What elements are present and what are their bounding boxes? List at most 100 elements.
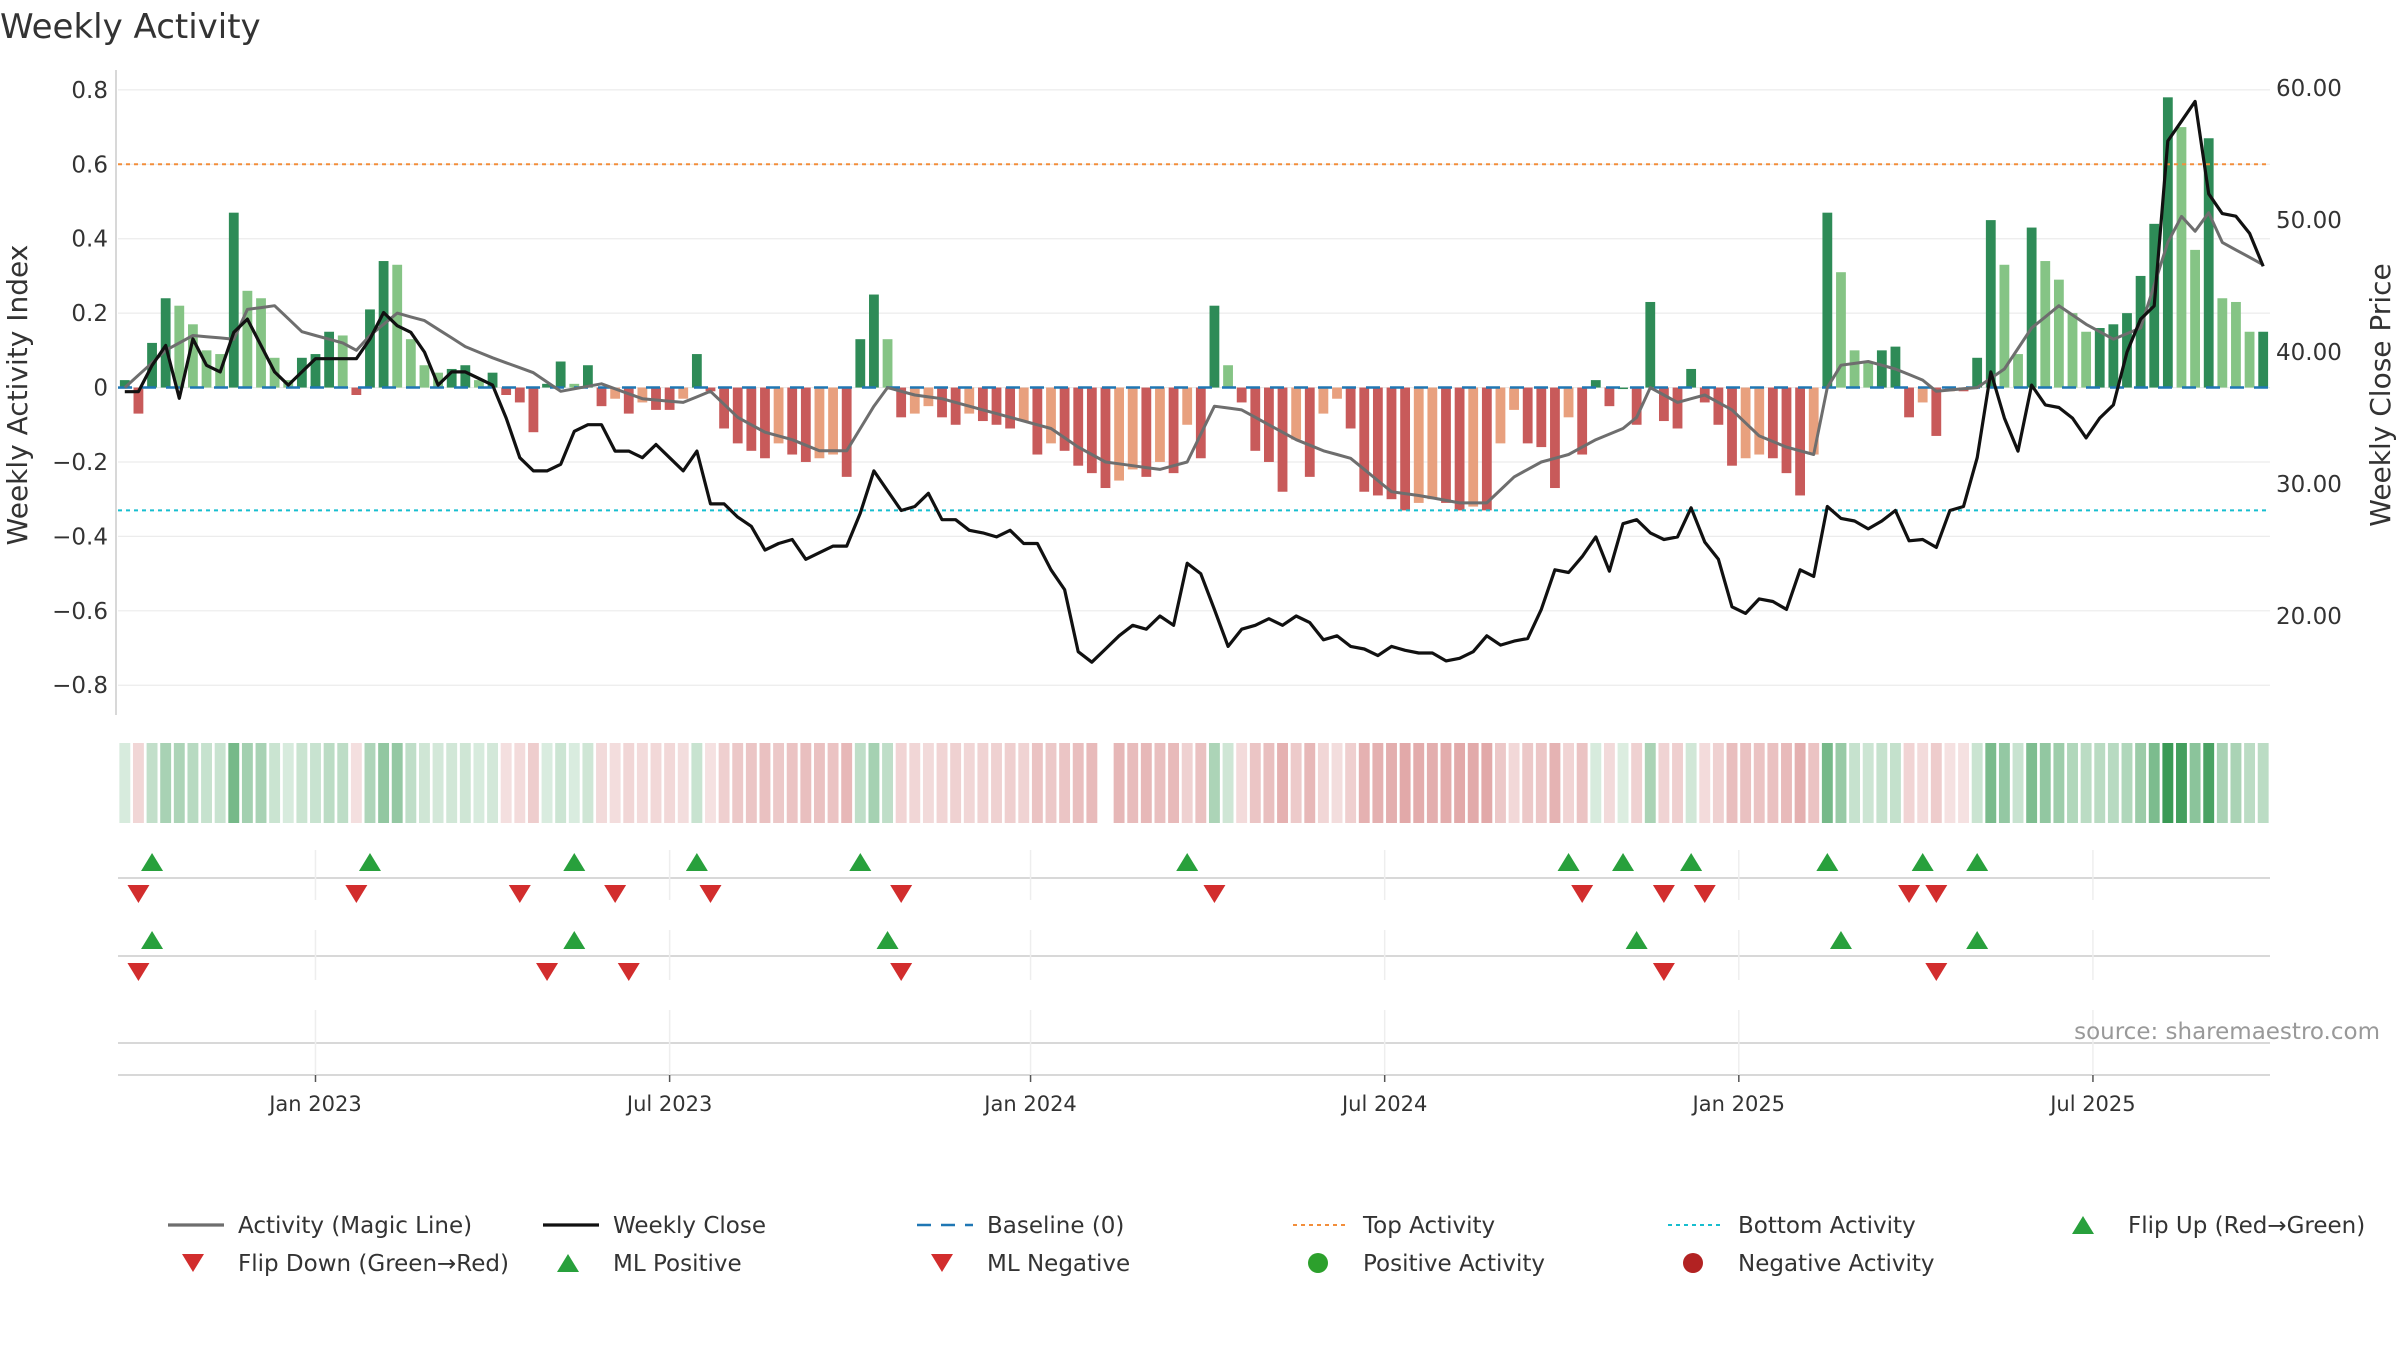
flip-up-marker bbox=[1911, 853, 1934, 871]
flip-up-marker bbox=[1680, 853, 1703, 871]
activity-bar bbox=[800, 387, 811, 462]
activity-bar bbox=[1727, 387, 1737, 466]
strip-cell bbox=[214, 743, 226, 823]
activity-bar bbox=[2231, 301, 2241, 388]
strip-cell bbox=[419, 743, 430, 823]
strip-cell bbox=[718, 743, 730, 823]
strip-cell bbox=[1821, 743, 1833, 823]
ml-negative-marker bbox=[127, 963, 150, 981]
activity-bar bbox=[1495, 387, 1506, 444]
activity-bar bbox=[514, 387, 525, 403]
strip-cell bbox=[1181, 743, 1193, 823]
strip-cell bbox=[201, 743, 212, 823]
activity-bar bbox=[855, 339, 866, 388]
strip-cell bbox=[745, 743, 757, 823]
activity-bar bbox=[460, 365, 471, 388]
activity-bar bbox=[1767, 387, 1778, 459]
activity-bar bbox=[1032, 387, 1043, 455]
activity-bar bbox=[160, 298, 171, 388]
flip-down-marker bbox=[1925, 885, 1948, 903]
activity-bar bbox=[1604, 387, 1615, 407]
legend: Activity (Magic Line) Weekly Close Baselin… bbox=[168, 1213, 2365, 1277]
flip-down-marker bbox=[1203, 885, 1226, 903]
activity-bar bbox=[474, 380, 484, 388]
strip-cell bbox=[650, 743, 662, 823]
activity-bar bbox=[2040, 261, 2051, 388]
activity-bar bbox=[1536, 387, 1547, 448]
activity-heat-strip bbox=[119, 743, 2269, 823]
strip-cell bbox=[1794, 743, 1806, 823]
activity-bar bbox=[2203, 138, 2214, 388]
activity-bar bbox=[1917, 387, 1928, 403]
strip-cell bbox=[895, 743, 907, 823]
strip-cell bbox=[2121, 743, 2133, 823]
flip-up-marker bbox=[563, 853, 586, 871]
activity-bar bbox=[1863, 361, 1874, 388]
ml-positive-marker bbox=[1625, 931, 1648, 949]
strip-cell bbox=[241, 743, 253, 823]
activity-bar bbox=[1890, 346, 1901, 388]
legend-swatch bbox=[557, 1254, 579, 1272]
activity-bar bbox=[1386, 387, 1397, 500]
strip-cell bbox=[841, 743, 853, 823]
legend-swatch bbox=[931, 1254, 953, 1272]
activity-bar bbox=[1618, 387, 1628, 390]
flip-up-marker bbox=[1612, 853, 1635, 871]
strip-cell bbox=[1277, 743, 1288, 823]
strip-cell bbox=[1985, 743, 1997, 823]
strip-cell bbox=[2162, 743, 2174, 823]
activity-bar bbox=[1658, 387, 1669, 422]
activity-bar bbox=[1481, 387, 1492, 511]
strip-cell bbox=[1944, 743, 1956, 823]
activity-bar bbox=[582, 365, 593, 388]
flip-up-marker bbox=[1966, 853, 1989, 871]
strip-cell bbox=[1467, 743, 1479, 823]
x-axis: Jan 2023 Jul 2023 Jan 2024 Jul 2024 Jan 2025… bbox=[267, 1075, 2136, 1116]
activity-bar bbox=[1332, 387, 1342, 399]
legend-item: Baseline (0) bbox=[917, 1213, 1124, 1239]
activity-bar bbox=[1236, 387, 1247, 403]
strip-cell bbox=[2176, 743, 2187, 823]
strip-cell bbox=[1603, 743, 1615, 823]
strip-cell bbox=[977, 743, 989, 823]
flip-up-marker bbox=[849, 853, 872, 871]
strip-cell bbox=[1290, 743, 1302, 823]
activity-bar bbox=[828, 387, 838, 455]
activity-bar bbox=[2081, 331, 2092, 388]
strip-cell bbox=[432, 743, 444, 823]
strip-cell bbox=[132, 743, 144, 823]
strip-cell bbox=[2257, 743, 2269, 823]
strip-cell bbox=[2094, 743, 2106, 823]
strip-cell bbox=[1998, 743, 2010, 823]
flip-down-marker bbox=[699, 885, 722, 903]
strip-cell bbox=[1712, 743, 1724, 823]
strip-cell bbox=[2135, 743, 2147, 823]
activity-bar bbox=[419, 365, 430, 388]
source-note: source: sharemaestro.com bbox=[2074, 1019, 2380, 1045]
legend-item: Positive Activity bbox=[1308, 1251, 1545, 1277]
strip-cell bbox=[2039, 743, 2051, 823]
flip-down-marker bbox=[1693, 885, 1716, 903]
strip-cell bbox=[1059, 743, 1071, 823]
strip-cell bbox=[2216, 743, 2228, 823]
legend-item: Top Activity bbox=[1293, 1213, 1495, 1239]
strip-cell bbox=[1753, 743, 1765, 823]
activity-bar bbox=[1808, 387, 1819, 455]
strip-cell bbox=[187, 743, 199, 823]
activity-bar bbox=[542, 383, 552, 388]
strip-cell bbox=[609, 743, 621, 823]
strip-cell bbox=[1236, 743, 1248, 823]
strip-cell bbox=[1971, 743, 1983, 823]
activity-bar bbox=[1876, 350, 1887, 388]
strip-cell bbox=[1426, 743, 1438, 823]
activity-bar bbox=[1005, 387, 1016, 429]
strip-cell bbox=[1168, 743, 1180, 823]
activity-bar bbox=[1999, 264, 2010, 388]
activity-bar bbox=[977, 387, 988, 422]
strip-cell bbox=[1767, 743, 1779, 823]
strip-cell bbox=[596, 743, 607, 823]
activity-bar bbox=[1631, 387, 1642, 425]
strip-cell bbox=[527, 743, 539, 823]
activity-bar bbox=[2244, 331, 2255, 388]
